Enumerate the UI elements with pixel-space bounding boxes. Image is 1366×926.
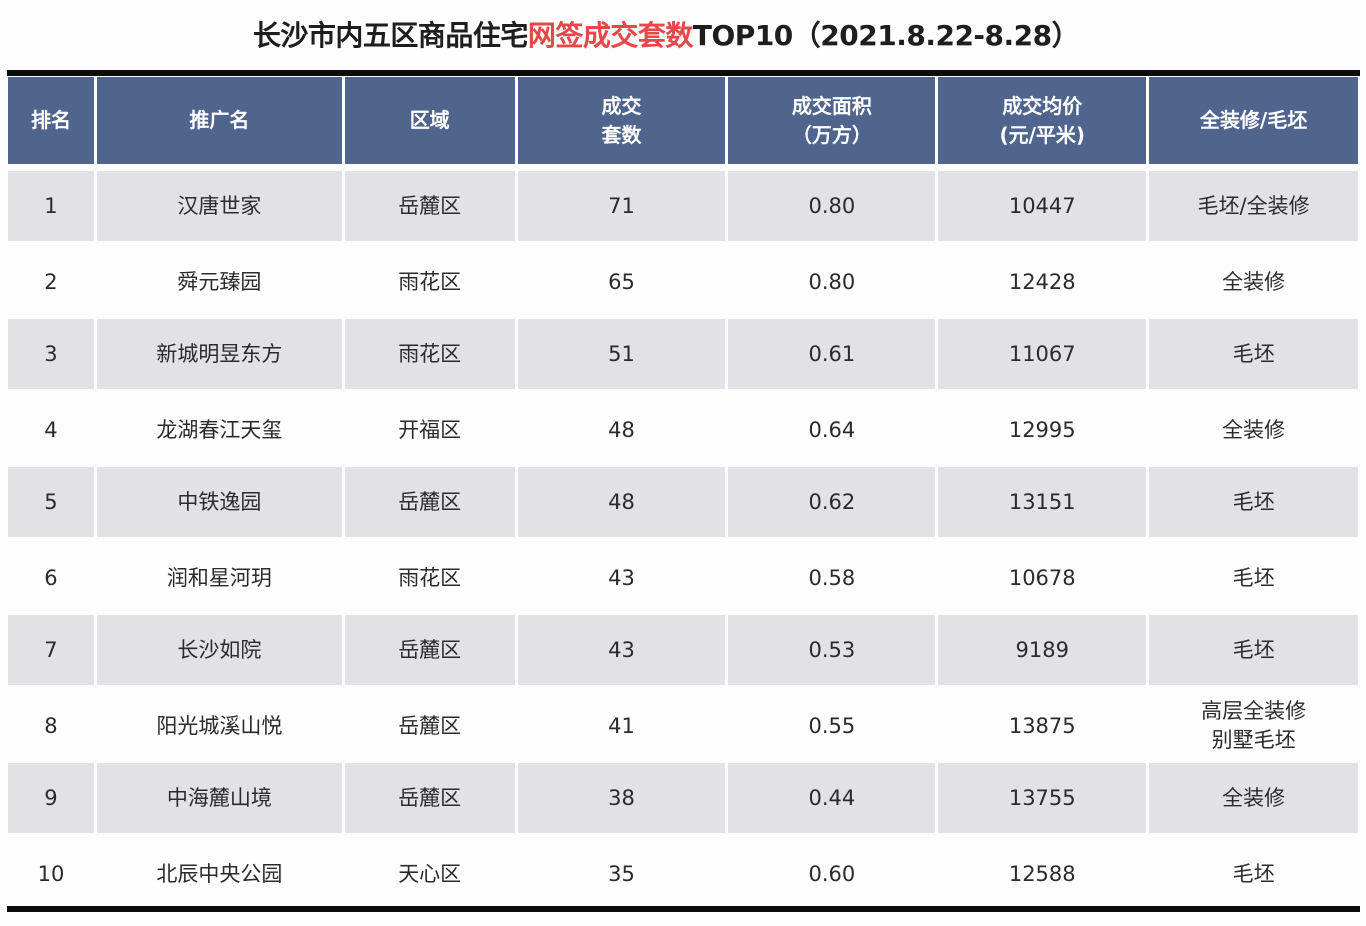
cell-project-name: 舜元臻园 bbox=[177, 269, 262, 294]
cell-rank: 7 bbox=[8, 615, 94, 685]
table-row: 9 中海麓山境 岳麓区 38 0.44 13755 全装修 bbox=[8, 763, 1358, 833]
cell-rank: 2 bbox=[44, 269, 58, 294]
cell-rank: 4 bbox=[44, 417, 58, 442]
cell-units-sold: 71 bbox=[517, 171, 726, 241]
table-row: 10 北辰中央公园 天心区 35 0.60 12588 毛坯 bbox=[8, 837, 1358, 911]
title-prefix: 长沙市内五区商品住宅 bbox=[252, 19, 529, 52]
bottom-rule bbox=[7, 906, 1360, 912]
cell-rank: 1 bbox=[8, 171, 94, 241]
cell-area: 0.61 bbox=[728, 319, 936, 389]
cell-rank: 9 bbox=[8, 763, 94, 833]
cell-decoration: 全装修 bbox=[1222, 269, 1286, 294]
cell-district: 开福区 bbox=[398, 417, 462, 442]
cell-project-name: 中铁逸园 bbox=[96, 467, 342, 537]
cell-decoration: 全装修 bbox=[1222, 417, 1286, 442]
cell-area: 0.80 bbox=[808, 269, 856, 294]
header-avg-price: 成交均价 (元/平米) bbox=[938, 77, 1147, 164]
cell-district: 岳麓区 bbox=[344, 615, 515, 685]
cell-district: 雨花区 bbox=[344, 319, 515, 389]
table-row: 7 长沙如院 岳麓区 43 0.53 9189 毛坯 bbox=[8, 615, 1358, 685]
table-header-row: 排名 推广名 区域 成交 套数 成交面积 （万方） 成交均价 (元/平米) 全装… bbox=[8, 77, 1358, 164]
cell-avg-price: 13875 bbox=[1008, 713, 1076, 738]
cell-rank: 8 bbox=[44, 713, 58, 738]
cell-district: 天心区 bbox=[398, 861, 462, 886]
header-district: 区域 bbox=[344, 77, 515, 164]
cell-project-name: 北辰中央公园 bbox=[156, 861, 283, 886]
table-row: 1 汉唐世家 岳麓区 71 0.80 10447 毛坯/全装修 bbox=[8, 171, 1358, 241]
page-title: 长沙市内五区商品住宅网签成交套数TOP10（2021.8.22-8.28） bbox=[0, 14, 1332, 54]
table-body: 1 汉唐世家 岳麓区 71 0.80 10447 毛坯/全装修 2 舜元臻园 雨… bbox=[8, 171, 1358, 911]
cell-area: 0.44 bbox=[728, 763, 936, 833]
cell-avg-price: 9189 bbox=[938, 615, 1147, 685]
ranking-table: 排名 推广名 区域 成交 套数 成交面积 （万方） 成交均价 (元/平米) 全装… bbox=[8, 77, 1358, 911]
cell-decoration: 毛坯 bbox=[1149, 615, 1358, 685]
cell-avg-price: 13151 bbox=[938, 467, 1147, 537]
cell-decoration: 毛坯/全装修 bbox=[1149, 171, 1358, 241]
cell-district: 岳麓区 bbox=[344, 763, 515, 833]
table-row: 3 新城明昱东方 雨花区 51 0.61 11067 毛坯 bbox=[8, 319, 1358, 389]
cell-avg-price: 12995 bbox=[1008, 417, 1076, 442]
cell-avg-price: 10447 bbox=[938, 171, 1147, 241]
cell-rank: 5 bbox=[8, 467, 94, 537]
cell-project-name: 长沙如院 bbox=[96, 615, 342, 685]
cell-units-sold: 41 bbox=[608, 713, 635, 738]
header-rank: 排名 bbox=[8, 77, 94, 164]
header-area: 成交面积 （万方） bbox=[728, 77, 936, 164]
cell-units-sold: 38 bbox=[517, 763, 726, 833]
cell-area: 0.62 bbox=[728, 467, 936, 537]
cell-district: 岳麓区 bbox=[398, 713, 462, 738]
cell-units-sold: 43 bbox=[608, 565, 635, 590]
cell-decoration: 全装修 bbox=[1149, 763, 1358, 833]
cell-project-name: 新城明昱东方 bbox=[96, 319, 342, 389]
title-highlight: 网签成交套数 bbox=[527, 19, 694, 52]
cell-rank: 10 bbox=[37, 861, 65, 886]
cell-units-sold: 48 bbox=[608, 417, 635, 442]
table-row: 8 阳光城溪山悦 岳麓区 41 0.55 13875 高层全装修 别墅毛坯 bbox=[8, 689, 1358, 763]
cell-area: 0.80 bbox=[728, 171, 936, 241]
header-units-sold: 成交 套数 bbox=[517, 77, 726, 164]
cell-project-name: 阳光城溪山悦 bbox=[156, 713, 283, 738]
header-project-name: 推广名 bbox=[96, 77, 342, 164]
cell-avg-price: 10678 bbox=[1008, 565, 1076, 590]
cell-district: 岳麓区 bbox=[344, 171, 515, 241]
cell-project-name: 中海麓山境 bbox=[96, 763, 342, 833]
cell-units-sold: 51 bbox=[517, 319, 726, 389]
cell-district: 岳麓区 bbox=[344, 467, 515, 537]
cell-units-sold: 65 bbox=[608, 269, 635, 294]
table-row: 4 龙湖春江天玺 开福区 48 0.64 12995 全装修 bbox=[8, 393, 1358, 467]
cell-project-name: 润和星河玥 bbox=[166, 565, 272, 590]
cell-district: 雨花区 bbox=[398, 269, 462, 294]
cell-rank: 3 bbox=[8, 319, 94, 389]
header-decoration: 全装修/毛坯 bbox=[1149, 77, 1358, 164]
cell-district: 雨花区 bbox=[398, 565, 462, 590]
cell-area: 0.60 bbox=[808, 861, 856, 886]
cell-project-name: 龙湖春江天玺 bbox=[156, 417, 283, 442]
cell-units-sold: 48 bbox=[517, 467, 726, 537]
table-row: 5 中铁逸园 岳麓区 48 0.62 13151 毛坯 bbox=[8, 467, 1358, 537]
top-rule bbox=[7, 70, 1360, 76]
cell-avg-price: 12588 bbox=[1008, 861, 1076, 886]
cell-decoration: 毛坯 bbox=[1232, 565, 1275, 590]
cell-area: 0.53 bbox=[728, 615, 936, 685]
table-row: 6 润和星河玥 雨花区 43 0.58 10678 毛坯 bbox=[8, 541, 1358, 615]
cell-area: 0.58 bbox=[808, 565, 856, 590]
cell-decoration: 毛坯 bbox=[1232, 861, 1275, 886]
cell-project-name: 汉唐世家 bbox=[96, 171, 342, 241]
cell-units-sold: 43 bbox=[517, 615, 726, 685]
cell-decoration: 毛坯 bbox=[1149, 319, 1358, 389]
title-suffix: TOP10（2021.8.22-8.28） bbox=[692, 19, 1080, 52]
cell-area: 0.55 bbox=[808, 713, 856, 738]
cell-avg-price: 11067 bbox=[938, 319, 1147, 389]
cell-area: 0.64 bbox=[808, 417, 856, 442]
cell-rank: 6 bbox=[44, 565, 58, 590]
cell-avg-price: 12428 bbox=[1008, 269, 1076, 294]
cell-decoration: 高层全装修 别墅毛坯 bbox=[1201, 699, 1307, 752]
table-row: 2 舜元臻园 雨花区 65 0.80 12428 全装修 bbox=[8, 245, 1358, 319]
cell-units-sold: 35 bbox=[608, 861, 635, 886]
cell-avg-price: 13755 bbox=[938, 763, 1147, 833]
cell-decoration: 毛坯 bbox=[1149, 467, 1358, 537]
